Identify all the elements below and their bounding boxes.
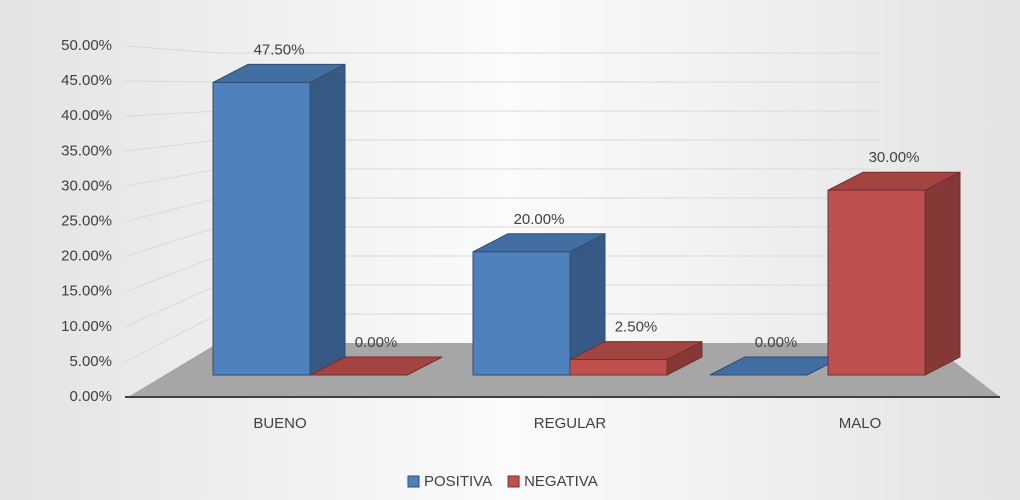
legend-label: POSITIVA — [424, 473, 492, 490]
bar-front — [827, 189, 926, 376]
y-tick-label: 20.00% — [61, 248, 112, 265]
x-tick-label: BUENO — [253, 415, 306, 432]
data-label: 30.00% — [869, 149, 920, 166]
data-label: 0.00% — [355, 334, 398, 351]
bar — [472, 232, 606, 376]
y-tick-label: 40.00% — [61, 107, 112, 124]
bar-side — [924, 171, 961, 376]
bar — [309, 356, 443, 376]
bar — [569, 340, 703, 376]
y-tick-label: 25.00% — [61, 212, 112, 229]
x-tick-label: MALO — [839, 415, 882, 432]
data-label: 2.50% — [615, 319, 658, 336]
legend-swatch — [407, 475, 420, 488]
y-tick-label: 0.00% — [69, 388, 112, 405]
y-tick-label: 35.00% — [61, 142, 112, 159]
bar-front — [569, 359, 668, 376]
y-tick-label: 10.00% — [61, 318, 112, 335]
legend-swatch — [507, 475, 520, 488]
grid-line — [124, 45, 880, 54]
y-tick-label: 50.00% — [61, 37, 112, 54]
bar — [212, 63, 346, 376]
y-tick-label: 45.00% — [61, 72, 112, 89]
data-label: 20.00% — [514, 211, 565, 228]
bar-front — [472, 251, 571, 376]
bar-side — [309, 63, 346, 376]
bar-top — [309, 356, 443, 376]
y-tick-label: 5.00% — [69, 353, 112, 370]
y-tick-label: 15.00% — [61, 283, 112, 300]
data-label: 0.00% — [755, 334, 798, 351]
data-label: 47.50% — [254, 41, 305, 58]
bar — [827, 171, 961, 376]
bar-front — [212, 81, 311, 376]
y-tick-label: 30.00% — [61, 177, 112, 194]
x-tick-label: REGULAR — [534, 415, 607, 432]
legend-label: NEGATIVA — [524, 473, 598, 490]
